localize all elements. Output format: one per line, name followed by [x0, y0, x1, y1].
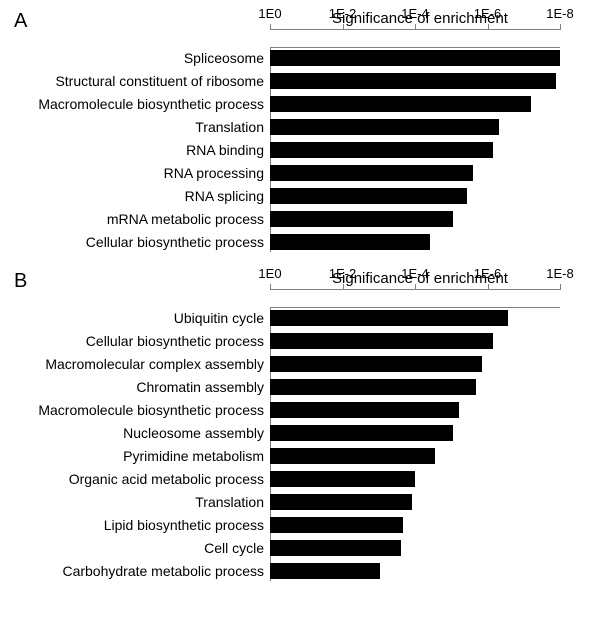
bar [270, 471, 415, 487]
panel-a-bars: Spliceosome Structural constituent of rib… [270, 47, 560, 252]
bar [270, 448, 435, 464]
bar-row: mRNA metabolic process [270, 209, 560, 229]
bar [270, 96, 531, 112]
bar-row: RNA processing [270, 163, 560, 183]
axis-tick [270, 24, 271, 30]
bar-row: Translation [270, 492, 560, 512]
bar-row: RNA splicing [270, 186, 560, 206]
bar-label: RNA splicing [4, 188, 264, 204]
bar [270, 310, 508, 326]
bar-row: Translation [270, 117, 560, 137]
axis-tick-label: 1E0 [258, 266, 281, 281]
bar-row: Macromolecule biosynthetic process [270, 400, 560, 420]
panel-a-chart: 1E01E-21E-41E-61E-8 Spliceosome Structura… [270, 29, 560, 252]
bar-label: RNA binding [4, 142, 264, 158]
bar-row: Cellular biosynthetic process [270, 232, 560, 252]
bar [270, 211, 453, 227]
bar-label: Cellular biosynthetic process [4, 333, 264, 349]
bar [270, 188, 467, 204]
bar [270, 119, 499, 135]
panel-b: B Significance of enrichment 1E01E-21E-4… [10, 270, 570, 581]
bar-label: mRNA metabolic process [4, 211, 264, 227]
axis-tick [270, 284, 271, 290]
bar [270, 356, 482, 372]
bar-label: Pyrimidine metabolism [4, 448, 264, 464]
axis-tick-label: 1E-8 [546, 6, 573, 21]
bar-row: Spliceosome [270, 48, 560, 68]
axis-tick [488, 24, 489, 30]
bar [270, 333, 493, 349]
panel-a-label: A [14, 10, 27, 33]
panel-b-axis: 1E01E-21E-41E-61E-8 [270, 289, 560, 307]
bar-row: Chromatin assembly [270, 377, 560, 397]
panel-b-chart: 1E01E-21E-41E-61E-8 Ubiquitin cycle Cellu… [270, 289, 560, 581]
bar-label: RNA processing [4, 165, 264, 181]
axis-tick-label: 1E-2 [329, 266, 356, 281]
bar-label: Carbohydrate metabolic process [4, 563, 264, 579]
bar-label: Translation [4, 119, 264, 135]
panel-a-axis: 1E01E-21E-41E-61E-8 [270, 29, 560, 47]
bar-row: Macromolecular complex assembly [270, 354, 560, 374]
bar-row: Lipid biosynthetic process [270, 515, 560, 535]
bar-row: Cellular biosynthetic process [270, 331, 560, 351]
axis-tick [415, 24, 416, 30]
bar-label: Lipid biosynthetic process [4, 517, 264, 533]
panel-b-bars: Ubiquitin cycle Cellular biosynthetic pro… [270, 307, 560, 581]
bar-label: Chromatin assembly [4, 379, 264, 395]
bar-row: Carbohydrate metabolic process [270, 561, 560, 581]
bar-label: Structural constituent of ribosome [4, 73, 264, 89]
axis-tick-label: 1E-4 [401, 6, 428, 21]
bar-label: Cellular biosynthetic process [4, 234, 264, 250]
bar-label: Nucleosome assembly [4, 425, 264, 441]
bar-row: Cell cycle [270, 538, 560, 558]
axis-tick [488, 284, 489, 290]
bar-row: Nucleosome assembly [270, 423, 560, 443]
bar-label: Organic acid metabolic process [4, 471, 264, 487]
axis-tick-label: 1E0 [258, 6, 281, 21]
bar [270, 379, 476, 395]
bar-row: RNA binding [270, 140, 560, 160]
bar [270, 563, 380, 579]
figure: A Significance of enrichment 1E01E-21E-4… [0, 0, 600, 619]
bar-row: Pyrimidine metabolism [270, 446, 560, 466]
bar [270, 402, 459, 418]
axis-tick-label: 1E-4 [401, 266, 428, 281]
bar [270, 425, 453, 441]
axis-tick-label: 1E-2 [329, 6, 356, 21]
axis-tick [560, 284, 561, 290]
bar [270, 73, 556, 89]
axis-tick-label: 1E-8 [546, 266, 573, 281]
bar [270, 234, 430, 250]
bar [270, 165, 473, 181]
bar-label: Cell cycle [4, 540, 264, 556]
axis-tick [343, 284, 344, 290]
bar-label: Macromolecule biosynthetic process [4, 402, 264, 418]
panel-a: A Significance of enrichment 1E01E-21E-4… [10, 10, 570, 252]
bar [270, 494, 412, 510]
bar [270, 540, 401, 556]
bar-label: Translation [4, 494, 264, 510]
axis-tick [343, 24, 344, 30]
bar-label: Spliceosome [4, 50, 264, 66]
bar [270, 517, 403, 533]
bar-row: Structural constituent of ribosome [270, 71, 560, 91]
bar-row: Organic acid metabolic process [270, 469, 560, 489]
bar [270, 142, 493, 158]
axis-tick-label: 1E-6 [474, 6, 501, 21]
bar-label: Ubiquitin cycle [4, 310, 264, 326]
axis-tick-label: 1E-6 [474, 266, 501, 281]
axis-tick [415, 284, 416, 290]
bar-label: Macromolecule biosynthetic process [4, 96, 264, 112]
axis-tick [560, 24, 561, 30]
bar-row: Macromolecule biosynthetic process [270, 94, 560, 114]
bar [270, 50, 560, 66]
bar-row: Ubiquitin cycle [270, 308, 560, 328]
bar-label: Macromolecular complex assembly [4, 356, 264, 372]
panel-b-label: B [14, 270, 27, 293]
